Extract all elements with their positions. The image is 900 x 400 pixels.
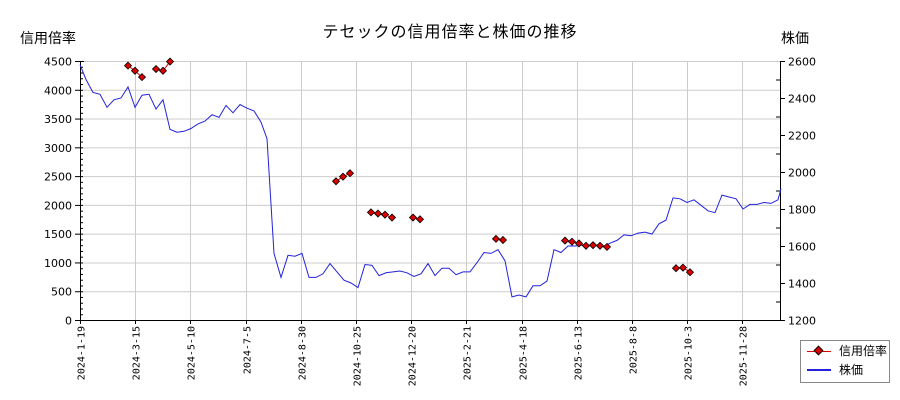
svg-text:2025-6-13: 2025-6-13 [574, 326, 585, 380]
legend-item-stock-price: 株価 [801, 360, 889, 379]
x-axis-ticks: 2024-1-19 2024-3-15 2024-5-10 2024-7-5 2024-… [77, 320, 750, 386]
svg-text:2024-1-19: 2024-1-19 [77, 326, 88, 380]
svg-text:0: 0 [65, 315, 72, 328]
right-axis-title: 株価 [781, 31, 809, 47]
right-axis-ticks: 1200 1400 1600 1800 2000 2200 2400 2600 [776, 56, 816, 328]
svg-text:3500: 3500 [44, 113, 72, 126]
grid-lines [80, 61, 780, 321]
svg-text:1800: 1800 [788, 204, 816, 217]
svg-text:1200: 1200 [788, 315, 816, 328]
left-axis-ticks: 0 500 1000 1500 2000 2500 3000 3500 4000 4500 [44, 56, 83, 328]
svg-text:2500: 2500 [44, 171, 72, 184]
svg-text:2024-7-5: 2024-7-5 [243, 326, 254, 374]
legend-label: 株価 [839, 363, 864, 377]
svg-text:2200: 2200 [788, 130, 816, 143]
svg-text:2025-10-3: 2025-10-3 [684, 326, 695, 380]
svg-text:1400: 1400 [788, 278, 816, 291]
left-axis-title: 信用倍率 [20, 31, 76, 47]
svg-text:2024-8-30: 2024-8-30 [298, 326, 309, 380]
svg-text:500: 500 [51, 286, 72, 299]
svg-text:1600: 1600 [788, 241, 816, 254]
svg-text:2025-11-28: 2025-11-28 [739, 326, 750, 386]
svg-text:2024-10-25: 2024-10-25 [353, 326, 364, 386]
svg-text:2024-3-15: 2024-3-15 [132, 326, 143, 380]
stock-price-line [79, 64, 782, 298]
svg-text:2025-8-8: 2025-8-8 [629, 326, 640, 374]
line-swatch-icon [807, 364, 831, 376]
svg-text:4000: 4000 [44, 84, 72, 97]
svg-text:2000: 2000 [44, 199, 72, 212]
svg-text:2025-4-18: 2025-4-18 [519, 326, 530, 380]
legend: 信用倍率 株価 [800, 340, 890, 383]
svg-text:1500: 1500 [44, 228, 72, 241]
chart-title: テセックの信用倍率と株価の推移 [322, 22, 578, 41]
svg-text:2025-2-21: 2025-2-21 [463, 326, 474, 380]
svg-text:2400: 2400 [788, 93, 816, 106]
axes [80, 61, 781, 321]
svg-text:2000: 2000 [788, 167, 816, 180]
svg-text:3000: 3000 [44, 142, 72, 155]
svg-text:4500: 4500 [44, 56, 72, 69]
svg-text:2024-12-20: 2024-12-20 [408, 326, 419, 386]
svg-text:1000: 1000 [44, 257, 72, 270]
svg-text:2024-5-10: 2024-5-10 [187, 326, 198, 380]
margin-ratio-series [123, 57, 695, 277]
legend-label: 信用倍率 [839, 344, 888, 358]
legend-item-margin-ratio: 信用倍率 [801, 341, 889, 360]
diamond-marker-icon [807, 345, 831, 357]
svg-text:2600: 2600 [788, 56, 816, 69]
